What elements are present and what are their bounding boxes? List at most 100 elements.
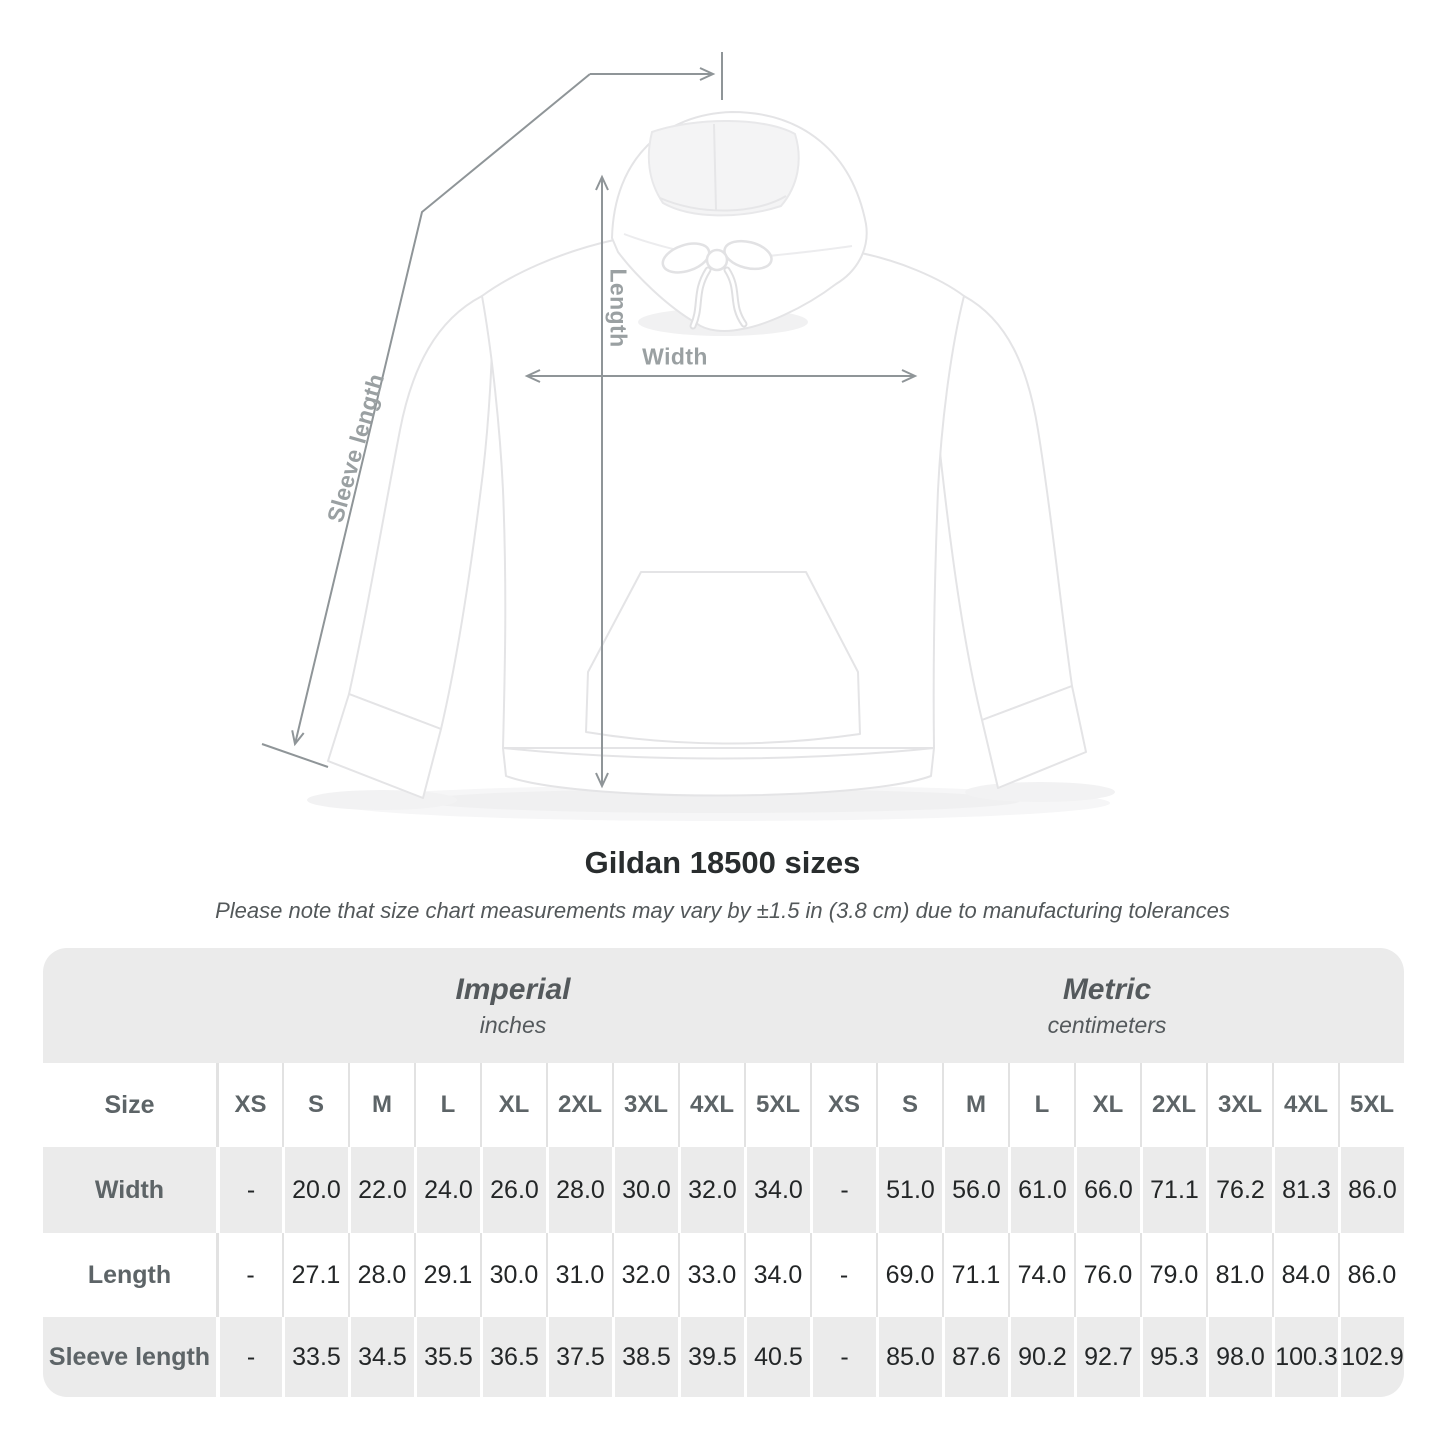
- size-column-header: Size: [104, 1090, 155, 1119]
- size-header-cell: 2XL: [1140, 1063, 1206, 1147]
- hoodie-pocket: [585, 571, 861, 745]
- size-header-cell: 5XL: [744, 1063, 810, 1147]
- size-header-cell: L: [414, 1063, 480, 1147]
- hoodie-drawstrings: [661, 239, 773, 330]
- row-label: Width: [94, 1175, 165, 1204]
- imperial-value-cell: 22.0: [348, 1147, 414, 1233]
- cuff-tick: [261, 743, 329, 768]
- bow-loop-left: [661, 242, 711, 274]
- imperial-value-cell: 34.5: [348, 1317, 414, 1397]
- metric-value-cell: 85.0: [876, 1317, 942, 1397]
- metric-unit: centimeters: [1047, 1011, 1167, 1038]
- length-arrow: [595, 174, 609, 789]
- left-cuff: [327, 693, 442, 799]
- size-header-cell: XL: [1074, 1063, 1140, 1147]
- arrowhead-right: [699, 67, 716, 81]
- imperial-value-cell: 36.5: [480, 1317, 546, 1397]
- metric-value-cell: 66.0: [1074, 1147, 1140, 1233]
- kangaroo-pocket: [585, 571, 861, 745]
- metric-value-cell: 56.0: [942, 1147, 1008, 1233]
- imperial-value-cell: 34.0: [744, 1147, 810, 1233]
- metric-value-cell: 90.2: [1008, 1317, 1074, 1397]
- unit-header-spacer: [43, 948, 216, 1063]
- imperial-value-cell: 33.0: [678, 1233, 744, 1317]
- metric-value-cell: 71.1: [1140, 1147, 1206, 1233]
- imperial-value-cell: 39.5: [678, 1317, 744, 1397]
- hood-back-seam: [659, 195, 787, 212]
- size-header-cell: M: [942, 1063, 1008, 1147]
- metric-value-cell: 61.0: [1008, 1147, 1074, 1233]
- hoodie-illustration: [261, 52, 1115, 813]
- row-label: Sleeve length: [48, 1342, 211, 1371]
- imperial-value-cell: 24.0: [414, 1147, 480, 1233]
- hood-interior: [647, 120, 800, 217]
- arrowhead-sleeve-end: [291, 730, 305, 747]
- imperial-value-cell: 32.0: [678, 1147, 744, 1233]
- metric-value-cell: 71.1: [942, 1233, 1008, 1317]
- imperial-value-cell: 30.0: [480, 1233, 546, 1317]
- metric-value-cell: 76.2: [1206, 1147, 1272, 1233]
- metric-value-cell: 51.0: [876, 1147, 942, 1233]
- metric-section-header: Metric centimeters: [810, 948, 1404, 1063]
- imperial-value-cell: 40.5: [744, 1317, 810, 1397]
- hoodie-hood: [611, 111, 868, 336]
- size-header-cell: 5XL: [1338, 1063, 1404, 1147]
- bow-knot: [705, 248, 729, 272]
- width-arrow: [524, 369, 918, 383]
- measurement-lines: [261, 52, 918, 789]
- imperial-value-cell: 34.0: [744, 1233, 810, 1317]
- metric-value-cell: 81.3: [1272, 1147, 1338, 1233]
- right-cuff: [981, 685, 1087, 789]
- metric-value-cell: 86.0: [1338, 1233, 1404, 1317]
- imperial-value-cell: -: [216, 1147, 282, 1233]
- imperial-title: Imperial: [455, 972, 571, 1006]
- metric-value-cell: 81.0: [1206, 1233, 1272, 1317]
- imperial-value-cell: 26.0: [480, 1147, 546, 1233]
- imperial-unit: inches: [479, 1011, 547, 1038]
- metric-value-cell: 69.0: [876, 1233, 942, 1317]
- table-row-width: Width -20.0 22.0 24.0 26.0 28.0 30.0 32.0 34.0-5…: [43, 1147, 1404, 1233]
- size-header-cell: M: [348, 1063, 414, 1147]
- size-header-cell: XL: [480, 1063, 546, 1147]
- imperial-value-cell: 33.5: [282, 1317, 348, 1397]
- page-title: Gildan 18500 sizes: [584, 845, 861, 880]
- imperial-section-header: Imperial inches: [216, 948, 810, 1063]
- size-header-cell: L: [1008, 1063, 1074, 1147]
- arrowhead-down: [595, 772, 609, 789]
- sleeve-length-arrow: [261, 52, 723, 768]
- size-header-cell: 3XL: [612, 1063, 678, 1147]
- row-label: Length: [87, 1260, 172, 1289]
- size-header-cell: 2XL: [546, 1063, 612, 1147]
- imperial-value-cell: 20.0: [282, 1147, 348, 1233]
- arrowhead-right: [901, 369, 918, 383]
- metric-value-cell: 86.0: [1338, 1147, 1404, 1233]
- arrowhead-up: [595, 174, 609, 191]
- size-table: Imperial inches Metric centimeters Size X…: [43, 948, 1404, 1397]
- metric-value-cell: 76.0: [1074, 1233, 1140, 1317]
- metric-title: Metric: [1062, 972, 1152, 1006]
- size-header-row: Size XS S M L XL 2XL 3XL 4XL 5XL XS S M L XL 2XL 3XL 4XL 5…: [43, 1063, 1404, 1147]
- left-sleeve: [348, 295, 494, 730]
- imperial-value-cell: 37.5: [546, 1317, 612, 1397]
- hem-band: [502, 747, 935, 797]
- arrowhead-left: [524, 369, 541, 383]
- size-header-cell: S: [876, 1063, 942, 1147]
- metric-value-cell: -: [810, 1233, 876, 1317]
- size-header-cell: XS: [216, 1063, 282, 1147]
- metric-value-cell: 95.3: [1140, 1317, 1206, 1397]
- metric-value-cell: 74.0: [1008, 1233, 1074, 1317]
- measurement-label-width: Width: [642, 343, 708, 370]
- imperial-value-cell: 28.0: [348, 1233, 414, 1317]
- imperial-value-cell: -: [216, 1317, 282, 1397]
- measurement-label-length: Length: [605, 268, 632, 348]
- imperial-value-cell: 27.1: [282, 1233, 348, 1317]
- table-row-sleeve-length: Sleeve length -33.5 34.5 35.5 36.5 37.5 38.5 39…: [43, 1317, 1404, 1397]
- metric-value-cell: 79.0: [1140, 1233, 1206, 1317]
- imperial-value-cell: 31.0: [546, 1233, 612, 1317]
- imperial-value-cell: 35.5: [414, 1317, 480, 1397]
- bow-loop-right: [723, 239, 773, 271]
- right-sleeve: [932, 295, 1073, 721]
- metric-value-cell: -: [810, 1317, 876, 1397]
- imperial-value-cell: 32.0: [612, 1233, 678, 1317]
